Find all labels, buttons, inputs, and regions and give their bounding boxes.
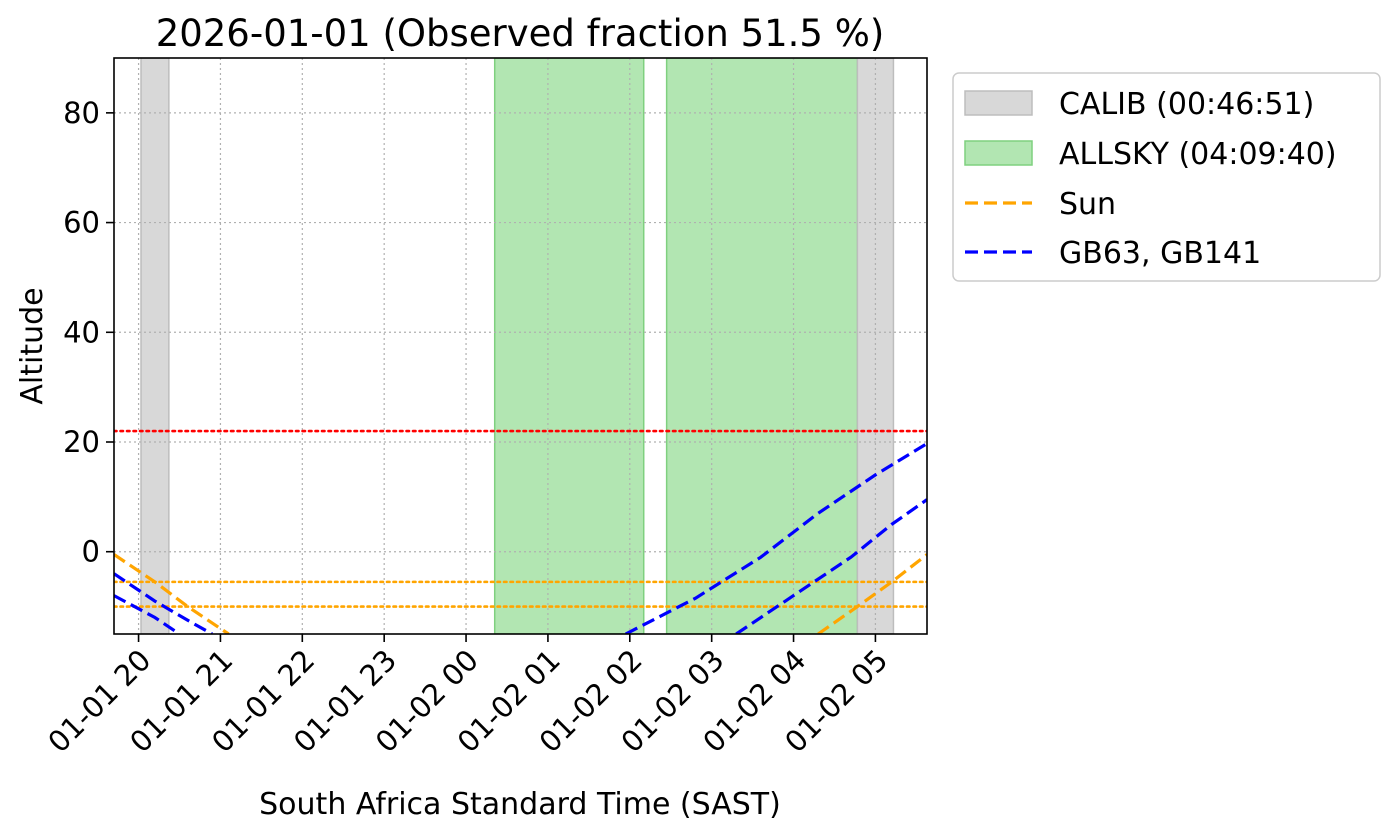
targets-curve-2 xyxy=(114,572,213,634)
y-axis-ticks: 0 20 40 60 80 xyxy=(63,96,114,569)
observation-spans xyxy=(140,58,895,634)
y-axis-label: Altitude xyxy=(15,287,50,404)
allsky-span-1 xyxy=(493,58,645,634)
targets-curve-5 xyxy=(735,498,927,634)
legend: CALIB (00:46:51) ALLSKY (04:09:40) Sun GB63… xyxy=(952,72,1381,282)
x-axis-label: South Africa Standard Time (SAST) xyxy=(259,787,781,822)
calib-span-0 xyxy=(140,58,170,634)
targets-curve-3 xyxy=(624,442,927,634)
grid xyxy=(114,58,927,634)
legend-label-1: ALLSKY (04:09:40) xyxy=(1059,137,1337,172)
legend-label-2: Sun xyxy=(1059,187,1116,222)
y-tick-label-1: 20 xyxy=(63,425,100,459)
plot-frame xyxy=(113,57,928,635)
y-tick-label-0: 0 xyxy=(82,535,100,569)
y-tick-label-3: 60 xyxy=(63,206,100,240)
legend-frame xyxy=(952,72,1381,282)
allsky-span-2 xyxy=(665,58,859,634)
legend-label-3: GB63, GB141 xyxy=(1059,236,1261,271)
altitude-limit-lines xyxy=(114,429,927,608)
chart-title: 2026-01-01 (Observed fraction 51.5 %) xyxy=(156,12,885,55)
legend-swatch-1 xyxy=(964,140,1033,166)
altitude-curves xyxy=(114,442,927,634)
y-tick-label-2: 40 xyxy=(63,315,100,349)
legend-swatch-0 xyxy=(964,90,1033,116)
sun-curve-1 xyxy=(817,553,927,634)
legend-label-0: CALIB (00:46:51) xyxy=(1059,87,1314,122)
sun-curve-0 xyxy=(114,553,230,634)
targets-curve-4 xyxy=(114,594,181,634)
y-tick-label-4: 80 xyxy=(63,96,100,130)
